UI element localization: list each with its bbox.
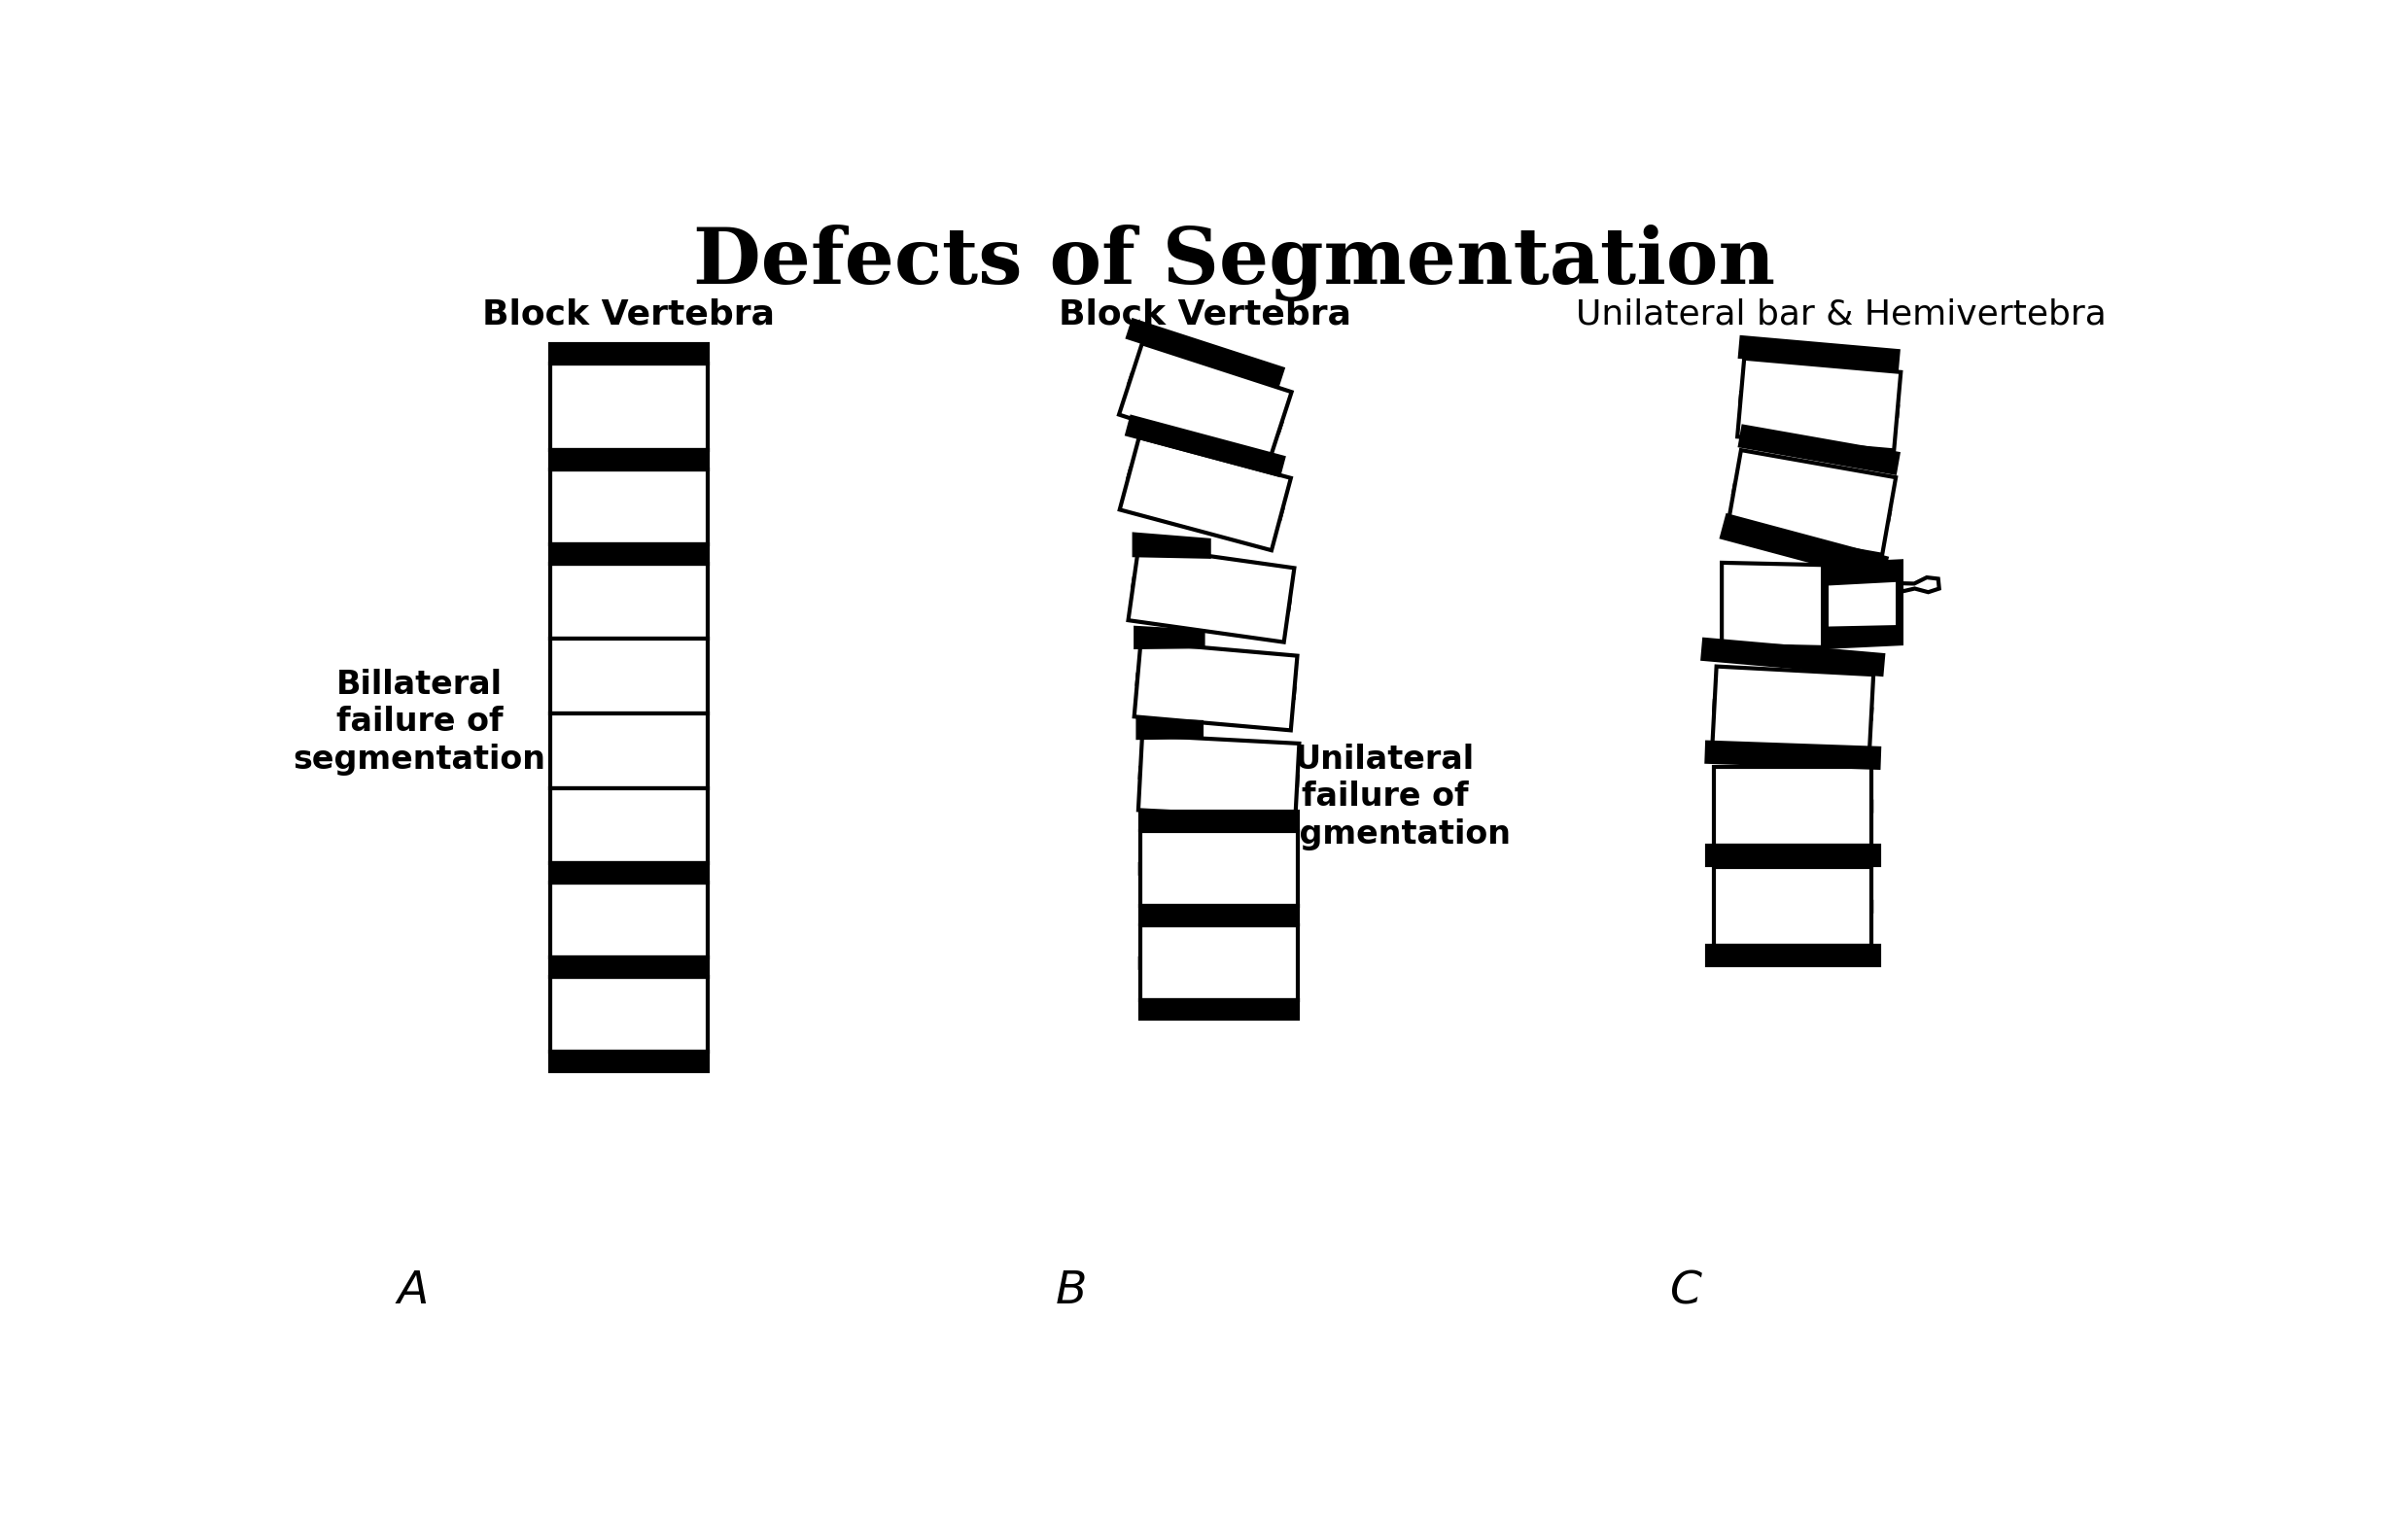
Polygon shape <box>1741 426 1898 473</box>
Polygon shape <box>1129 547 1296 643</box>
Polygon shape <box>1741 337 1898 371</box>
Polygon shape <box>551 469 708 544</box>
Polygon shape <box>551 977 708 1052</box>
Polygon shape <box>1707 742 1878 768</box>
Polygon shape <box>551 1052 708 1070</box>
Polygon shape <box>551 563 708 638</box>
Polygon shape <box>1734 484 1775 502</box>
Text: Unilateral
failure of
segmentation: Unilateral failure of segmentation <box>1259 744 1512 851</box>
Polygon shape <box>1139 812 1298 829</box>
Polygon shape <box>1120 344 1291 463</box>
Polygon shape <box>551 544 708 563</box>
Polygon shape <box>1240 498 1283 519</box>
Polygon shape <box>551 363 708 449</box>
Polygon shape <box>1139 906 1298 924</box>
Polygon shape <box>1707 945 1878 965</box>
Polygon shape <box>1714 699 1755 715</box>
Text: Billateral
failure of
segmentation: Billateral failure of segmentation <box>294 669 547 776</box>
Polygon shape <box>551 713 708 788</box>
Polygon shape <box>1714 867 1871 945</box>
Polygon shape <box>1257 954 1298 971</box>
Polygon shape <box>1139 861 1182 876</box>
Polygon shape <box>1830 799 1871 814</box>
Polygon shape <box>1129 469 1170 489</box>
Polygon shape <box>1257 771 1298 788</box>
Text: C: C <box>1669 1269 1702 1313</box>
Text: A: A <box>397 1269 429 1313</box>
Polygon shape <box>551 667 592 684</box>
Polygon shape <box>1702 640 1883 675</box>
Polygon shape <box>1139 954 1182 971</box>
Polygon shape <box>667 399 708 415</box>
Polygon shape <box>551 788 708 863</box>
Polygon shape <box>551 399 592 415</box>
Polygon shape <box>1707 846 1878 866</box>
Polygon shape <box>551 957 708 977</box>
Polygon shape <box>1722 562 1823 647</box>
Polygon shape <box>1714 898 1755 915</box>
Polygon shape <box>551 912 592 928</box>
Polygon shape <box>1139 767 1182 782</box>
Polygon shape <box>1139 736 1300 818</box>
Polygon shape <box>1139 1000 1298 1019</box>
Polygon shape <box>551 817 592 834</box>
Polygon shape <box>1129 374 1170 397</box>
Polygon shape <box>1134 641 1298 730</box>
Polygon shape <box>1823 562 1902 647</box>
Polygon shape <box>1139 719 1202 738</box>
Polygon shape <box>551 498 592 515</box>
Polygon shape <box>1139 925 1298 1000</box>
Polygon shape <box>1120 437 1291 550</box>
Polygon shape <box>1741 392 1782 408</box>
Text: Defects of Segmentation: Defects of Segmentation <box>694 224 1775 301</box>
Polygon shape <box>1830 704 1871 721</box>
Polygon shape <box>551 449 708 469</box>
Polygon shape <box>1857 400 1898 417</box>
Polygon shape <box>667 742 708 759</box>
Polygon shape <box>667 667 708 684</box>
Text: B: B <box>1055 1269 1086 1313</box>
Polygon shape <box>1137 628 1204 647</box>
Polygon shape <box>1127 321 1283 386</box>
Polygon shape <box>1847 502 1890 521</box>
Polygon shape <box>551 592 592 609</box>
Polygon shape <box>1712 666 1873 753</box>
Polygon shape <box>1828 580 1898 629</box>
Polygon shape <box>667 592 708 609</box>
Polygon shape <box>551 742 592 759</box>
Text: Unilateral bar & Hemivertebra: Unilateral bar & Hemivertebra <box>1577 298 2107 331</box>
Polygon shape <box>667 1006 708 1022</box>
Polygon shape <box>1127 417 1283 475</box>
Polygon shape <box>1139 831 1298 906</box>
Text: Block Vertebra: Block Vertebra <box>1060 298 1351 331</box>
Polygon shape <box>1247 592 1291 609</box>
Polygon shape <box>1830 898 1871 915</box>
Polygon shape <box>551 638 708 713</box>
Polygon shape <box>1714 767 1871 846</box>
Polygon shape <box>1257 861 1298 876</box>
Polygon shape <box>667 498 708 515</box>
Polygon shape <box>1132 579 1175 596</box>
Polygon shape <box>1714 799 1755 814</box>
Polygon shape <box>1722 516 1885 580</box>
Polygon shape <box>1736 359 1900 450</box>
Polygon shape <box>551 883 708 957</box>
Polygon shape <box>667 817 708 834</box>
Polygon shape <box>1900 577 1938 592</box>
Text: Block Vertebra: Block Vertebra <box>482 298 775 331</box>
Polygon shape <box>1134 534 1209 557</box>
Polygon shape <box>1240 409 1281 432</box>
Polygon shape <box>1252 683 1296 698</box>
Polygon shape <box>551 1006 592 1022</box>
Polygon shape <box>667 912 708 928</box>
Polygon shape <box>1137 673 1180 690</box>
Polygon shape <box>551 344 708 363</box>
Polygon shape <box>1727 450 1895 554</box>
Polygon shape <box>551 863 708 883</box>
